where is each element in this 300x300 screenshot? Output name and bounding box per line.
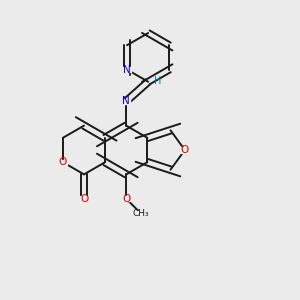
Text: CH₃: CH₃ bbox=[133, 209, 149, 218]
Bar bbox=[136, 211, 146, 216]
Text: H: H bbox=[154, 76, 161, 86]
Text: O: O bbox=[59, 157, 67, 167]
Bar bbox=[59, 160, 67, 165]
Text: O: O bbox=[122, 194, 130, 204]
Text: N: N bbox=[122, 96, 130, 106]
Bar bbox=[80, 196, 88, 201]
Bar bbox=[181, 147, 188, 153]
Text: O: O bbox=[181, 145, 189, 155]
Text: O: O bbox=[80, 194, 88, 204]
Bar bbox=[122, 196, 130, 201]
Text: N: N bbox=[123, 64, 131, 75]
Bar bbox=[123, 67, 131, 72]
Bar bbox=[122, 99, 130, 104]
